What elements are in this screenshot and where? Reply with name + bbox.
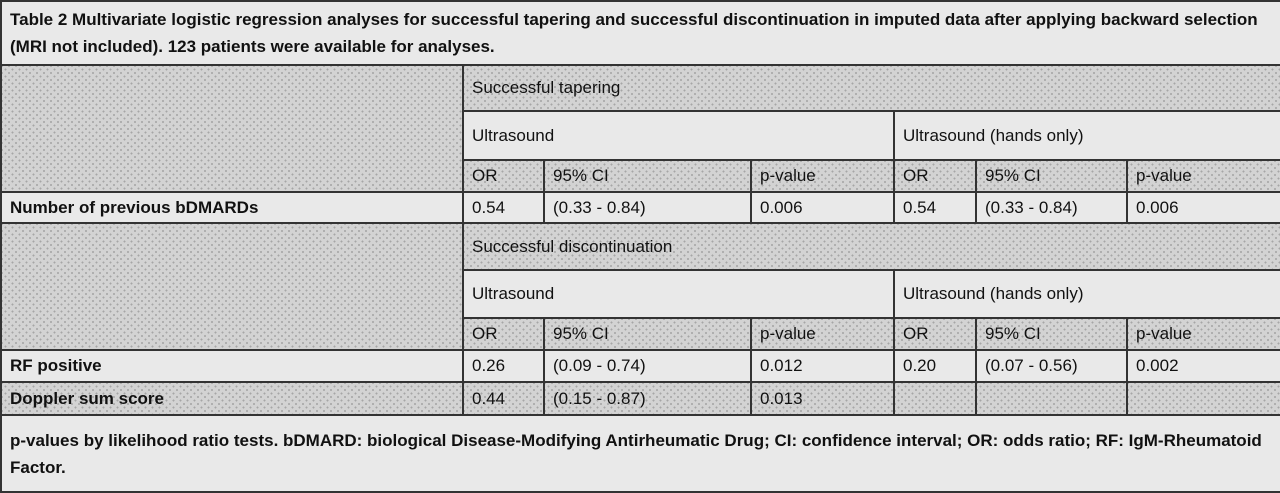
value-95ci: (0.07 - 0.56) (975, 349, 1128, 383)
column-header-95ci: 95% CI (975, 159, 1128, 193)
value-p: 0.013 (750, 381, 895, 416)
value-95ci: (0.15 - 0.87) (543, 381, 752, 416)
column-header-p-value: p-value (750, 317, 895, 351)
row-label: Doppler sum score (0, 381, 464, 416)
value-95ci: (0.09 - 0.74) (543, 349, 752, 383)
discontinuation-column-header-row: OR 95% CI p-value OR 95% CI p-value (1, 317, 1280, 351)
value-or: 0.20 (893, 349, 977, 383)
column-header-95ci: 95% CI (543, 159, 752, 193)
stub-cell-tapering (0, 64, 464, 193)
column-header-or: OR (893, 317, 977, 351)
group-header-ultrasound: Ultrasound (462, 269, 895, 319)
table-row-doppler-sum-score: Doppler sum score 0.44 (0.15 - 0.87) 0.0… (0, 381, 1280, 416)
tapering-group-header-row: Ultrasound Ultrasound (hands only) (1, 110, 1280, 161)
title-row: Table 2 Multivariate logistic regression… (0, 0, 1280, 66)
value-or: 0.54 (462, 191, 545, 224)
value-95ci: (0.33 - 0.84) (975, 191, 1128, 224)
table-footnote: p-values by likelihood ratio tests. bDMA… (0, 414, 1280, 493)
column-header-95ci: 95% CI (543, 317, 752, 351)
value-p-empty (1125, 381, 1280, 416)
table-row-number-of-previous-bdmards: Number of previous bDMARDs 0.54 (0.33 - … (0, 191, 1280, 224)
row-label: Number of previous bDMARDs (0, 191, 464, 224)
column-header-p-value: p-value (1125, 317, 1280, 351)
value-p: 0.006 (1125, 191, 1280, 224)
value-or: 0.54 (893, 191, 977, 224)
row-label: RF positive (0, 349, 464, 383)
discontinuation-group-header-row: Ultrasound Ultrasound (hands only) (1, 269, 1280, 319)
table-title: Table 2 Multivariate logistic regression… (0, 0, 1280, 66)
column-header-p-value: p-value (1125, 159, 1280, 193)
group-header-ultrasound: Ultrasound (462, 110, 895, 161)
group-header-ultrasound-hands-only: Ultrasound (hands only) (892, 110, 1280, 161)
section-header-successful-discontinuation: Successful discontinuation (461, 222, 1280, 271)
value-p: 0.012 (750, 349, 895, 383)
value-p: 0.002 (1125, 349, 1280, 383)
column-header-p-value: p-value (750, 159, 895, 193)
value-or-empty (893, 381, 977, 416)
footnote-row: p-values by likelihood ratio tests. bDMA… (0, 414, 1280, 493)
stub-cell-discontinuation (0, 222, 464, 351)
table-row-rf-positive: RF positive 0.26 (0.09 - 0.74) 0.012 0.2… (0, 349, 1280, 383)
value-or: 0.44 (462, 381, 545, 416)
value-p: 0.006 (750, 191, 895, 224)
column-header-95ci: 95% CI (975, 317, 1128, 351)
tapering-column-header-row: OR 95% CI p-value OR 95% CI p-value (1, 159, 1280, 193)
column-header-or: OR (462, 317, 545, 351)
section-header-successful-tapering: Successful tapering (461, 64, 1280, 112)
tapering-section-row: Successful tapering (0, 64, 1280, 193)
value-95ci-empty (975, 381, 1128, 416)
discontinuation-section-row: Successful discontinuation (0, 222, 1280, 351)
value-95ci: (0.33 - 0.84) (543, 191, 752, 224)
group-header-ultrasound-hands-only: Ultrasound (hands only) (892, 269, 1280, 319)
column-header-or: OR (893, 159, 977, 193)
column-header-or: OR (462, 159, 545, 193)
value-or: 0.26 (462, 349, 545, 383)
